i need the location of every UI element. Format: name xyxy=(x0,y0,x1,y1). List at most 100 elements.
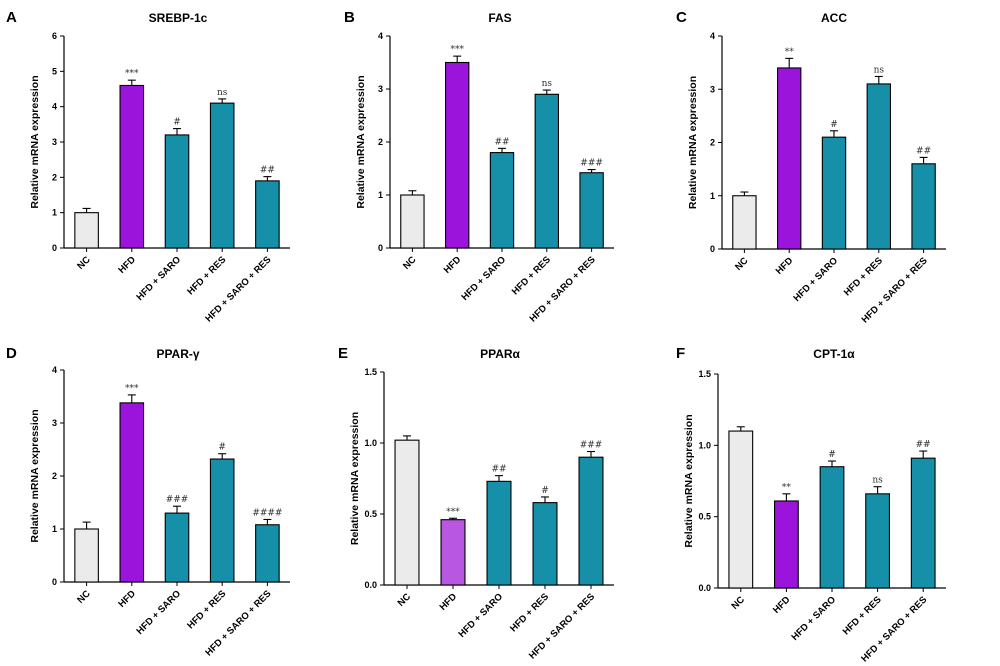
bar xyxy=(440,519,466,586)
y-tick-label: 0.5 xyxy=(364,509,377,519)
y-tick-label: 2 xyxy=(52,471,57,481)
panel-a: A SREBP-1c Relative mRNA expression 0 1 2 3 4 5 6… xyxy=(6,9,290,324)
panel-e: E PPARα Relative mRNA expression 0.0 0.5 1.0 1… xyxy=(338,345,614,661)
y-tick-label: 1 xyxy=(710,191,715,201)
y-tick-label: 0.5 xyxy=(698,512,711,522)
significance-label: ## xyxy=(491,465,506,475)
category-label: NC xyxy=(75,588,93,606)
category-label: HFD xyxy=(116,588,138,610)
bar xyxy=(119,84,145,249)
y-tick-label: 1.0 xyxy=(698,440,711,450)
y-tick-label: 1 xyxy=(378,190,383,200)
y-tick-label: 3 xyxy=(52,137,57,147)
y-tick-label: 6 xyxy=(52,31,57,41)
y-tick-label: 3 xyxy=(378,84,383,94)
y-tick-label: 4 xyxy=(378,31,383,41)
significance-label: ns xyxy=(542,79,553,89)
significance-label: ## xyxy=(260,166,275,176)
panel-title: ACC xyxy=(821,11,847,25)
bar xyxy=(865,493,891,589)
panel-b: B FAS Relative mRNA expression 0 1 2 3 4 NC *** HF… xyxy=(344,9,614,324)
y-axis-label: Relative mRNA expression xyxy=(687,76,699,209)
significance-label: *** xyxy=(450,45,464,55)
category-label: HFD + SARO xyxy=(459,254,508,303)
y-tick-label: 1.0 xyxy=(364,438,377,448)
bar xyxy=(445,61,470,249)
significance-label: ## xyxy=(494,137,509,147)
bar xyxy=(255,180,280,249)
bar xyxy=(119,402,145,583)
bar xyxy=(164,134,190,249)
significance-label: # xyxy=(218,443,226,453)
bar xyxy=(777,67,802,250)
significance-label: ## xyxy=(916,146,931,156)
panel-letter: F xyxy=(676,345,685,362)
y-tick-label: 4 xyxy=(52,102,57,112)
category-label: HFD xyxy=(116,254,138,276)
bar xyxy=(578,456,604,586)
y-tick-label: 1.5 xyxy=(364,367,377,377)
bar xyxy=(255,524,280,583)
y-tick-label: 1.5 xyxy=(698,369,711,379)
category-label: NC xyxy=(75,254,93,272)
bar xyxy=(910,457,936,589)
significance-label: *** xyxy=(125,69,139,79)
category-label: HFD + SARO xyxy=(134,254,183,303)
y-tick-label: 0 xyxy=(52,243,57,253)
category-label: HFD + SARO xyxy=(134,588,183,637)
bar xyxy=(534,93,559,249)
category-label: HFD xyxy=(771,594,793,616)
category-label: NC xyxy=(396,591,414,609)
y-axis-label: Relative mRNA expression xyxy=(29,409,41,542)
y-tick-label: 2 xyxy=(378,137,383,147)
y-tick-label: 4 xyxy=(710,31,715,41)
bar xyxy=(400,194,425,249)
bar xyxy=(489,152,515,249)
significance-label: ns xyxy=(217,88,228,98)
bar xyxy=(866,83,891,250)
y-tick-label: 3 xyxy=(52,418,57,428)
significance-label: ### xyxy=(580,441,603,451)
category-label: NC xyxy=(729,594,747,612)
significance-label: # xyxy=(830,120,838,130)
bar xyxy=(74,212,99,249)
panel-letter: D xyxy=(6,345,17,362)
panel-f: F CPT-1α Relative mRNA expression 0.0 0.5 1.0… xyxy=(676,345,946,664)
y-tick-label: 1 xyxy=(52,524,57,534)
category-label: NC xyxy=(733,255,751,273)
panel-c: C ACC Relative mRNA expression 0 1 2 3 4 NC ** HFD… xyxy=(676,9,946,325)
significance-label: ### xyxy=(166,495,189,505)
bar xyxy=(164,512,190,583)
significance-label: *** xyxy=(446,507,460,517)
y-axis-label: Relative mRNA expression xyxy=(683,414,695,547)
y-axis-label: Relative mRNA expression xyxy=(29,75,41,208)
category-label: HFD + RES xyxy=(842,255,885,298)
significance-label: ** xyxy=(782,483,792,493)
bar xyxy=(532,502,558,586)
bar xyxy=(579,172,604,249)
significance-label: # xyxy=(541,486,549,496)
y-tick-label: 1 xyxy=(52,208,57,218)
category-label: HFD + SARO xyxy=(456,591,505,640)
panel-title: SREBP-1c xyxy=(149,11,208,25)
significance-label: *** xyxy=(125,384,139,394)
y-tick-label: 0 xyxy=(710,244,715,254)
y-tick-label: 0 xyxy=(52,577,57,587)
y-axis-label: Relative mRNA expression xyxy=(349,412,361,545)
significance-label: ** xyxy=(785,47,795,57)
significance-label: ns xyxy=(872,476,883,486)
panel-title: PPAR-γ xyxy=(156,347,199,361)
y-tick-label: 5 xyxy=(52,66,57,76)
panel-letter: B xyxy=(344,9,355,26)
bar xyxy=(486,480,512,586)
category-label: HFD + RES xyxy=(185,588,228,631)
bar xyxy=(911,163,936,250)
bar xyxy=(74,528,99,583)
category-label: HFD + RES xyxy=(841,594,884,637)
category-label: HFD + RES xyxy=(185,254,228,297)
bar xyxy=(209,458,235,583)
category-label: NC xyxy=(401,254,419,272)
bar xyxy=(209,102,235,249)
bar xyxy=(819,466,845,589)
